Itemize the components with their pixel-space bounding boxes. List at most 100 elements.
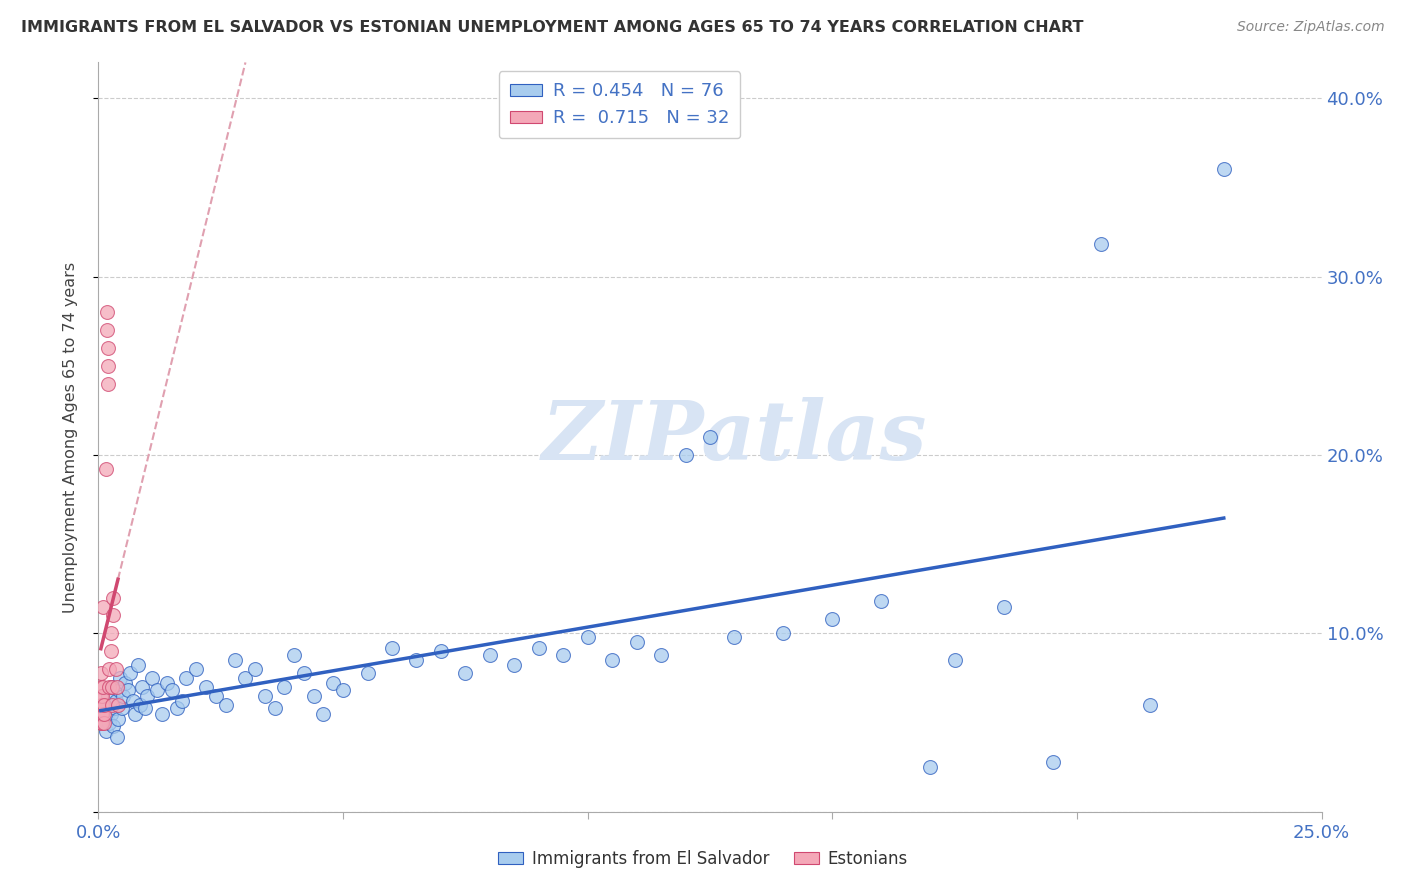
Point	[160, 683, 183, 698]
Point	[870, 594, 893, 608]
Legend: Immigrants from El Salvador, Estonians: Immigrants from El Salvador, Estonians	[492, 844, 914, 875]
Point	[107, 698, 129, 712]
Point	[90, 689, 112, 703]
Point	[97, 341, 120, 355]
Point	[1212, 162, 1234, 177]
Point	[103, 701, 125, 715]
Point	[101, 680, 124, 694]
Point	[90, 715, 112, 730]
Point	[94, 724, 117, 739]
Point	[920, 760, 942, 774]
Point	[105, 730, 128, 744]
Point	[91, 715, 114, 730]
Point	[98, 680, 121, 694]
Point	[97, 689, 120, 703]
Point	[150, 706, 173, 721]
Point	[772, 626, 794, 640]
Point	[93, 715, 115, 730]
Point	[1090, 237, 1112, 252]
Point	[93, 698, 115, 712]
Point	[96, 706, 118, 721]
Point	[166, 701, 188, 715]
Point	[124, 706, 146, 721]
Point	[141, 671, 163, 685]
Point	[292, 665, 315, 680]
Point	[90, 698, 112, 712]
Point	[253, 689, 276, 703]
Point	[107, 712, 129, 726]
Text: IMMIGRANTS FROM EL SALVADOR VS ESTONIAN UNEMPLOYMENT AMONG AGES 65 TO 74 YEARS C: IMMIGRANTS FROM EL SALVADOR VS ESTONIAN …	[21, 20, 1084, 35]
Point	[90, 680, 112, 694]
Y-axis label: Unemployment Among Ages 65 to 74 years: Unemployment Among Ages 65 to 74 years	[63, 261, 77, 613]
Point	[127, 658, 149, 673]
Point	[100, 706, 122, 721]
Point	[993, 599, 1015, 614]
Point	[101, 608, 124, 623]
Point	[405, 653, 427, 667]
Point	[111, 701, 134, 715]
Point	[131, 680, 153, 694]
Point	[356, 665, 378, 680]
Point	[214, 698, 236, 712]
Point	[129, 698, 152, 712]
Point	[120, 665, 142, 680]
Point	[90, 706, 112, 721]
Point	[121, 694, 143, 708]
Point	[101, 698, 124, 712]
Point	[98, 662, 121, 676]
Point	[195, 680, 218, 694]
Point	[134, 701, 156, 715]
Point	[146, 683, 169, 698]
Point	[101, 680, 124, 694]
Point	[332, 683, 354, 698]
Point	[302, 689, 325, 703]
Point	[91, 599, 114, 614]
Point	[100, 644, 122, 658]
Point	[117, 683, 139, 698]
Point	[283, 648, 305, 662]
Point	[91, 698, 114, 712]
Point	[105, 680, 128, 694]
Point	[675, 448, 697, 462]
Point	[170, 694, 193, 708]
Point	[1139, 698, 1161, 712]
Point	[1042, 755, 1064, 769]
Point	[114, 676, 136, 690]
Point	[93, 706, 115, 721]
Point	[91, 689, 114, 703]
Point	[821, 612, 844, 626]
Point	[650, 648, 672, 662]
Point	[312, 706, 335, 721]
Point	[430, 644, 453, 658]
Point	[101, 591, 124, 605]
Point	[233, 671, 256, 685]
Point	[108, 683, 131, 698]
Point	[90, 665, 112, 680]
Point	[93, 698, 115, 712]
Point	[478, 648, 501, 662]
Point	[94, 462, 117, 476]
Point	[576, 630, 599, 644]
Point	[381, 640, 404, 655]
Point	[224, 653, 246, 667]
Point	[104, 662, 127, 676]
Point	[156, 676, 179, 690]
Point	[600, 653, 623, 667]
Point	[273, 680, 295, 694]
Point	[454, 665, 477, 680]
Point	[186, 662, 208, 676]
Point	[97, 376, 120, 391]
Point	[527, 640, 550, 655]
Point	[943, 653, 966, 667]
Point	[91, 680, 114, 694]
Point	[723, 630, 745, 644]
Point	[101, 719, 124, 733]
Point	[104, 694, 127, 708]
Point	[111, 689, 134, 703]
Point	[263, 701, 285, 715]
Point	[100, 626, 122, 640]
Point	[97, 359, 120, 373]
Point	[96, 323, 118, 337]
Point	[98, 715, 121, 730]
Text: Source: ZipAtlas.com: Source: ZipAtlas.com	[1237, 20, 1385, 34]
